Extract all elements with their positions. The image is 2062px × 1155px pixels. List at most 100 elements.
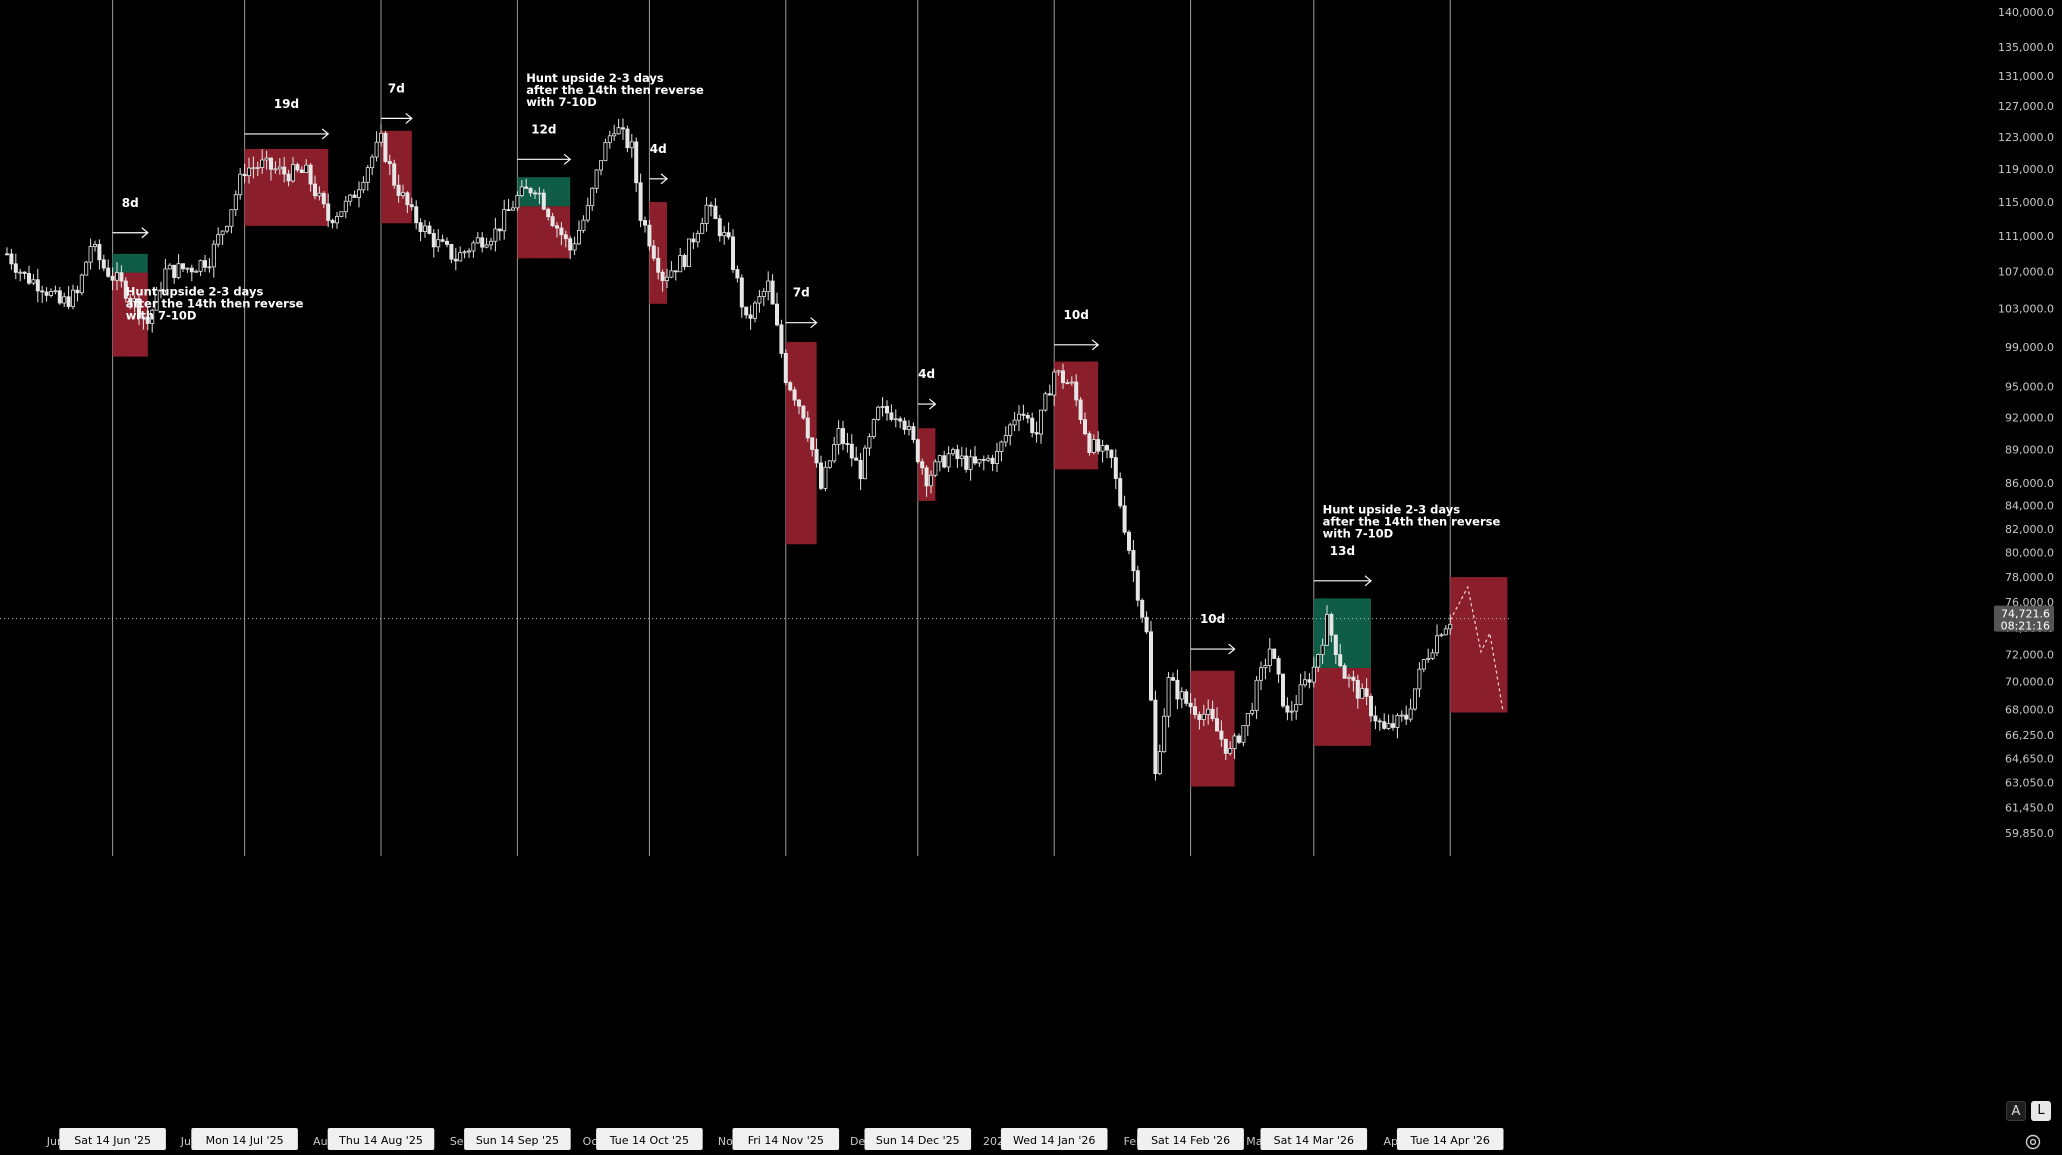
candle-body[interactable] xyxy=(797,399,802,407)
candle-body[interactable] xyxy=(40,290,45,293)
candle-body[interactable] xyxy=(431,233,436,248)
zone-green-box[interactable] xyxy=(112,253,148,273)
candle-body[interactable] xyxy=(35,279,40,292)
candle-body[interactable] xyxy=(304,164,309,173)
candle-body[interactable] xyxy=(1210,708,1215,720)
candle-body[interactable] xyxy=(1435,635,1440,654)
candle-body[interactable] xyxy=(986,457,991,461)
candle-body[interactable] xyxy=(841,428,846,444)
candle-body[interactable] xyxy=(643,220,648,226)
candle-body[interactable] xyxy=(1325,614,1330,646)
candle-body[interactable] xyxy=(383,132,388,162)
candle-body[interactable] xyxy=(981,459,986,461)
candle-body[interactable] xyxy=(436,239,441,248)
candle-body[interactable] xyxy=(71,289,76,307)
candle-body[interactable] xyxy=(885,406,890,414)
candle-body[interactable] xyxy=(946,453,951,468)
candle-body[interactable] xyxy=(770,280,775,305)
candle-body[interactable] xyxy=(1153,699,1158,774)
candle-body[interactable] xyxy=(484,244,489,248)
candle-body[interactable] xyxy=(176,263,181,278)
candle-body[interactable] xyxy=(1113,457,1118,479)
candle-body[interactable] xyxy=(1012,419,1017,426)
candle-body[interactable] xyxy=(444,240,449,245)
candle-body[interactable] xyxy=(1171,677,1176,681)
candle-body[interactable] xyxy=(722,232,727,237)
candle-body[interactable] xyxy=(1175,679,1180,700)
candle-body[interactable] xyxy=(79,274,84,294)
candle-body[interactable] xyxy=(792,389,797,401)
candle-body[interactable] xyxy=(356,189,361,198)
candle-body[interactable] xyxy=(766,280,771,293)
candle-body[interactable] xyxy=(1219,730,1224,740)
candle-body[interactable] xyxy=(607,135,612,143)
candle-body[interactable] xyxy=(581,219,586,231)
candle-body[interactable] xyxy=(1223,738,1228,754)
candle-body[interactable] xyxy=(1179,691,1184,700)
zone-red-box[interactable] xyxy=(1190,670,1235,787)
candle-body[interactable] xyxy=(717,218,722,237)
candle-body[interactable] xyxy=(968,456,973,470)
candle-body[interactable] xyxy=(1391,723,1396,728)
candle-body[interactable] xyxy=(1065,382,1070,385)
candle-body[interactable] xyxy=(1369,696,1374,717)
candle-body[interactable] xyxy=(1127,531,1132,551)
candle-body[interactable] xyxy=(1329,614,1334,636)
candle-body[interactable] xyxy=(779,324,784,354)
candle-body[interactable] xyxy=(22,271,27,274)
candle-body[interactable] xyxy=(920,461,925,469)
candle-body[interactable] xyxy=(700,223,705,234)
candle-body[interactable] xyxy=(31,279,36,284)
candle-body[interactable] xyxy=(805,417,810,439)
candle-body[interactable] xyxy=(669,270,674,278)
candle-body[interactable] xyxy=(308,164,313,185)
candle-body[interactable] xyxy=(405,192,410,206)
candle-body[interactable] xyxy=(53,290,58,293)
candle-body[interactable] xyxy=(634,141,639,184)
candle-body[interactable] xyxy=(1078,399,1083,421)
candle-body[interactable] xyxy=(572,243,577,251)
candle-body[interactable] xyxy=(1320,644,1325,655)
candle-body[interactable] xyxy=(902,420,907,430)
candle-body[interactable] xyxy=(1382,721,1387,729)
candle-body[interactable] xyxy=(1250,710,1255,714)
candle-body[interactable] xyxy=(858,459,863,480)
auto-scale-button[interactable]: A xyxy=(2006,1101,2026,1121)
candle-body[interactable] xyxy=(88,246,93,263)
candle-body[interactable] xyxy=(1417,668,1422,690)
candle-body[interactable] xyxy=(158,289,163,292)
candle-body[interactable] xyxy=(990,457,995,464)
candle-body[interactable] xyxy=(1245,712,1250,727)
candle-body[interactable] xyxy=(106,267,111,277)
candle-body[interactable] xyxy=(893,418,898,421)
candle-body[interactable] xyxy=(871,419,876,437)
candle-body[interactable] xyxy=(687,238,692,268)
candle-body[interactable] xyxy=(528,188,533,194)
candle-body[interactable] xyxy=(115,272,120,281)
candle-body[interactable] xyxy=(1087,433,1092,453)
candle-body[interactable] xyxy=(339,211,344,217)
candle-body[interactable] xyxy=(378,132,383,143)
candle-body[interactable] xyxy=(145,316,150,324)
candle-body[interactable] xyxy=(577,230,582,245)
candle-body[interactable] xyxy=(629,141,634,149)
candle-body[interactable] xyxy=(1267,648,1272,666)
candle-body[interactable] xyxy=(783,353,788,384)
candle-body[interactable] xyxy=(1408,708,1413,720)
candle-body[interactable] xyxy=(207,266,212,269)
candle-body[interactable] xyxy=(1052,371,1057,396)
candle-body[interactable] xyxy=(1232,735,1237,749)
candle-body[interactable] xyxy=(1263,665,1268,669)
candle-body[interactable] xyxy=(163,268,168,291)
candle-body[interactable] xyxy=(880,406,885,408)
candle-body[interactable] xyxy=(286,173,291,182)
candle-body[interactable] xyxy=(1377,720,1382,723)
candle-body[interactable] xyxy=(955,449,960,459)
candle-body[interactable] xyxy=(660,271,665,282)
candle-body[interactable] xyxy=(44,291,49,296)
candle-body[interactable] xyxy=(1307,679,1312,683)
candle-body[interactable] xyxy=(977,459,982,464)
zone-green-box[interactable] xyxy=(1313,598,1371,668)
candle-body[interactable] xyxy=(1338,654,1343,667)
